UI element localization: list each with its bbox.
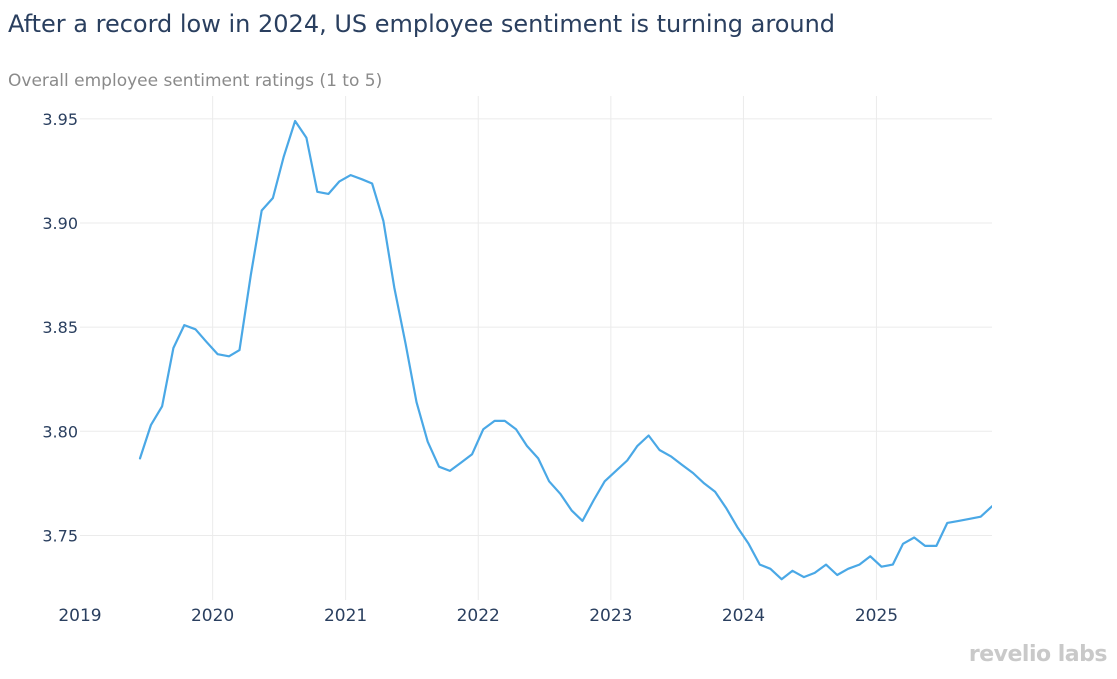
x-axis: 2019 2020 2021 2022 2023 2024 2025 bbox=[58, 606, 898, 626]
chart-title: After a record low in 2024, US employee … bbox=[8, 10, 836, 38]
y-tick-label: 3.85 bbox=[42, 318, 78, 337]
x-tick-label: 2023 bbox=[589, 606, 632, 626]
sentiment-line bbox=[138, 119, 992, 581]
chart-subtitle: Overall employee sentiment ratings (1 to… bbox=[8, 71, 383, 91]
x-tick-label: 2022 bbox=[457, 606, 500, 626]
series-line bbox=[138, 119, 992, 581]
y-axis: 3.75 3.80 3.85 3.90 3.95 bbox=[42, 110, 78, 546]
x-tick-label: 2024 bbox=[722, 606, 765, 626]
y-tick-label: 3.75 bbox=[42, 526, 78, 545]
x-tick-label: 2021 bbox=[324, 606, 367, 626]
y-tick-label: 3.90 bbox=[42, 214, 78, 233]
x-tick-label: 2019 bbox=[58, 606, 101, 626]
x-tick-label: 2020 bbox=[191, 606, 234, 626]
y-tick-label: 3.80 bbox=[42, 422, 78, 441]
gridlines bbox=[80, 96, 992, 600]
brand-logo: revelio labs bbox=[968, 642, 1108, 667]
x-tick-label: 2025 bbox=[855, 606, 898, 626]
y-tick-label: 3.95 bbox=[42, 110, 78, 129]
